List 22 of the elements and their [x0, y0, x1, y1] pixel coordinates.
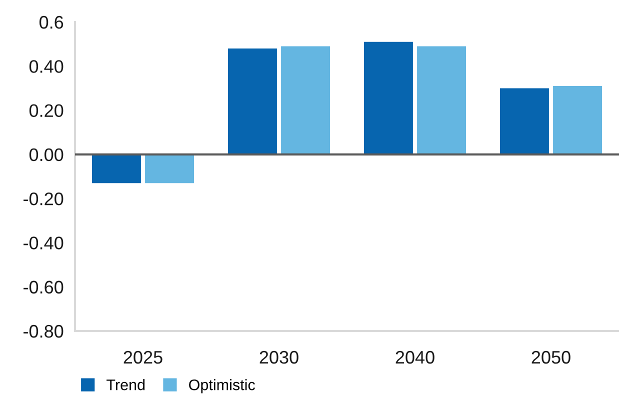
bar	[92, 154, 141, 184]
y-tick-label: 0.40	[29, 60, 64, 73]
bar	[417, 46, 466, 154]
y-tick-label: 0.6	[39, 16, 64, 29]
y-tick-label: -0.40	[24, 236, 64, 250]
y-tick-label: -0.60	[24, 280, 64, 294]
y-tick-label: -0.80	[24, 324, 64, 338]
bar	[281, 46, 330, 154]
bar	[553, 86, 602, 154]
x-tick-label: 2030	[260, 350, 298, 364]
y-tick-label: 0.00	[29, 148, 64, 162]
y-tick-label: 0.20	[29, 104, 64, 118]
legend-label: Optimistic	[189, 379, 255, 394]
x-tick-label: 2025	[124, 350, 162, 364]
bar	[500, 88, 549, 154]
x-tick-label: 2040	[396, 350, 434, 364]
legend-label: Trend	[106, 379, 145, 390]
y-tick-label: -0.20	[24, 192, 64, 206]
x-tick-label: 2050	[532, 350, 570, 364]
bar	[228, 48, 277, 154]
bar	[145, 154, 194, 184]
bar	[364, 42, 413, 154]
